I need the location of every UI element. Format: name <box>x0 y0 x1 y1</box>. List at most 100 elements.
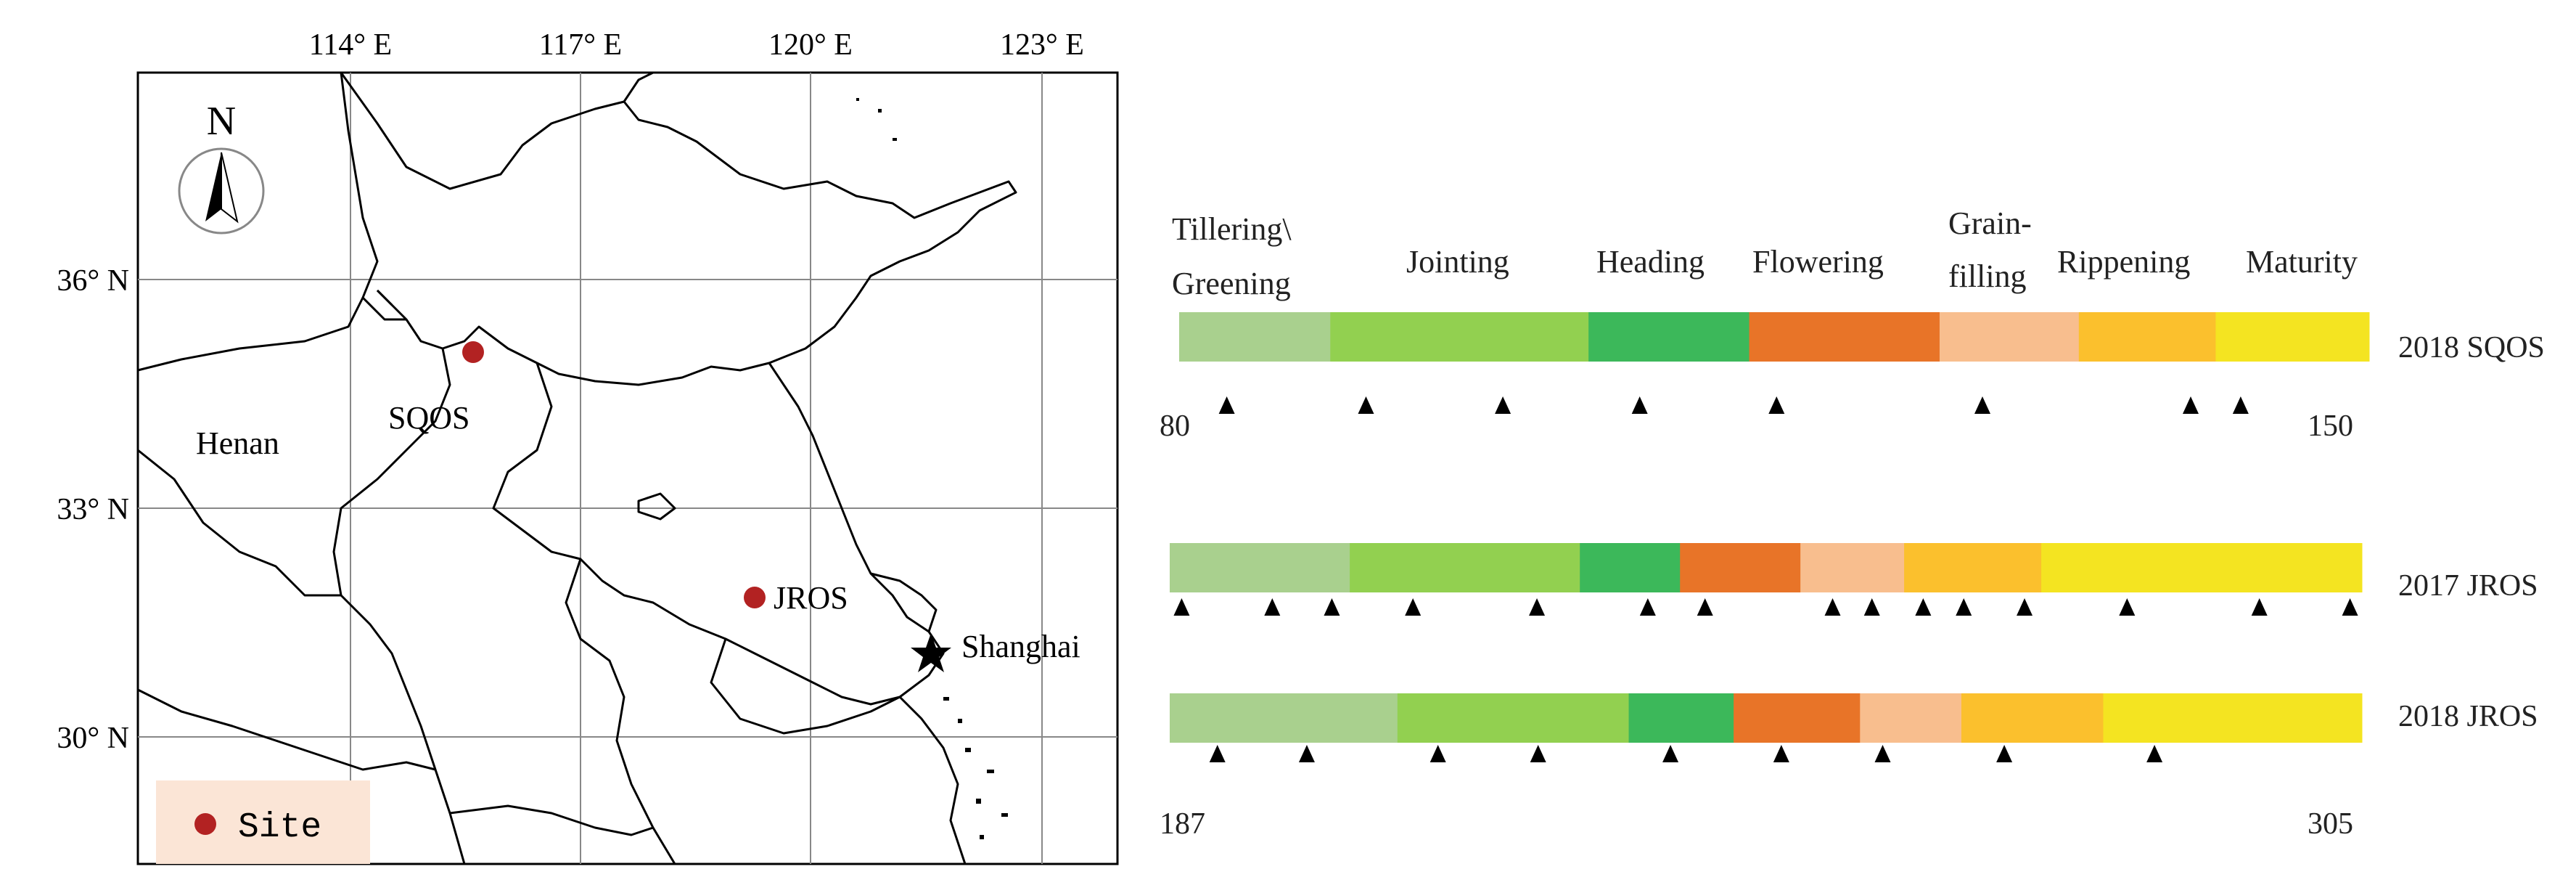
island <box>856 98 859 101</box>
observation-marker <box>1974 396 1990 414</box>
observation-marker <box>2119 598 2136 616</box>
stage-segment <box>1588 312 1750 362</box>
stage-label-maturity: Maturity <box>2246 244 2358 280</box>
island <box>965 748 971 752</box>
map-legend: Site <box>156 780 370 864</box>
island <box>893 138 897 141</box>
stage-label-grain: Grain- <box>1948 205 2032 241</box>
north-arrow-icon <box>205 152 221 221</box>
site-sqos: SQOS <box>388 341 484 436</box>
observation-marker <box>1298 745 1315 762</box>
stage-segment <box>1628 693 1734 743</box>
islands <box>856 98 1008 839</box>
lon-label: 120° E <box>768 28 853 62</box>
latitude-labels: 36° N 33° N 30° N <box>57 264 129 755</box>
anhui-east <box>565 558 676 865</box>
observation-marker <box>1773 745 1789 762</box>
observation-marker <box>1529 598 1546 616</box>
lat-label: 30° N <box>57 722 129 755</box>
longitude-labels: 114° E 117° E 120° E 123° E <box>309 28 1084 62</box>
observation-marker <box>1264 598 1281 616</box>
jros-start-label: 187 <box>1160 807 1205 841</box>
stage-segment <box>1800 543 1905 592</box>
stage-segment <box>1170 693 1398 743</box>
site-label-jros: JROS <box>774 580 848 616</box>
lon-label: 117° E <box>539 28 622 62</box>
stage-segment <box>1350 543 1580 592</box>
stage-segment <box>1939 312 2080 362</box>
legend-site-marker <box>194 813 216 835</box>
hubei-south <box>137 688 436 771</box>
observation-marker <box>2251 598 2268 616</box>
island <box>980 835 984 839</box>
zhejiang-coast <box>898 696 967 865</box>
observation-marker <box>1863 598 1880 616</box>
stage-label-filling: filling <box>1948 258 2027 294</box>
island <box>958 719 962 723</box>
stage-label-flowering: Flowering <box>1752 244 1884 280</box>
observation-marker <box>1173 598 1190 616</box>
lat-label: 33° N <box>57 493 129 526</box>
observation-marker <box>1429 745 1446 762</box>
observation-marker <box>2017 598 2033 616</box>
observation-marker <box>1631 396 1648 414</box>
yangtze-outline <box>870 572 938 632</box>
observation-marker <box>1915 598 1932 616</box>
observation-marker <box>2183 396 2199 414</box>
jiangsu-boundary <box>492 362 945 706</box>
map-graticule <box>138 73 1117 864</box>
island <box>1001 813 1008 817</box>
island <box>976 799 981 804</box>
jiangxi-boundary <box>449 804 654 836</box>
stage-label-greening: Greening <box>1172 266 1291 301</box>
coast-north <box>623 71 654 102</box>
zhejiang-boundary <box>710 638 901 735</box>
north-arrow: N <box>178 99 265 235</box>
island <box>943 697 949 701</box>
observation-marker <box>1530 745 1546 762</box>
stage-segment <box>2103 693 2363 743</box>
phenology-bars <box>1170 312 2370 762</box>
lon-label: 114° E <box>309 28 392 62</box>
stage-segment <box>2041 543 2363 592</box>
legend-box <box>156 780 370 864</box>
observation-marker <box>1324 598 1340 616</box>
stage-segment <box>1860 693 1962 743</box>
island <box>987 770 994 773</box>
observation-marker <box>1996 745 2013 762</box>
north-arrow-half <box>221 152 239 224</box>
site-jros: JROS <box>744 580 848 616</box>
observation-marker <box>1824 598 1841 616</box>
map-panel: 114° E 117° E 120° E 123° E 36° N 33° N … <box>57 28 1119 865</box>
row-labels: 2018 SQOS 2017 JROS 2018 JROS <box>2398 331 2545 733</box>
hubei-boundary <box>137 449 341 597</box>
stage-segment <box>1749 312 1940 362</box>
observation-marker <box>1662 745 1679 762</box>
stage-labels: Tillering\ Greening Jointing Heading Flo… <box>1172 205 2358 301</box>
stage-segment <box>2078 312 2216 362</box>
row-label: 2018 SQOS <box>2398 331 2545 364</box>
north-label: N <box>207 99 236 144</box>
row-label: 2017 JROS <box>2398 569 2538 603</box>
observation-marker <box>1768 396 1785 414</box>
stage-label-jointing: Jointing <box>1406 244 1509 280</box>
city-label-shanghai: Shanghai <box>961 629 1080 664</box>
axis-range-labels: 80 150 187 305 <box>1160 409 2353 841</box>
observation-marker <box>1218 396 1235 414</box>
site-marker-sqos <box>462 341 484 363</box>
observation-marker <box>2232 396 2249 414</box>
observation-marker <box>1495 396 1511 414</box>
sqos-end-label: 150 <box>2308 409 2353 443</box>
phenology-panel: Tillering\ Greening Jointing Heading Flo… <box>1160 205 2545 841</box>
stage-segment <box>2215 312 2370 362</box>
site-label-sqos: SQOS <box>388 400 470 436</box>
stage-segment <box>1904 543 2042 592</box>
observation-marker <box>1358 396 1374 414</box>
observation-marker <box>1697 598 1713 616</box>
stage-segment <box>1734 693 1861 743</box>
sqos-start-label: 80 <box>1160 409 1190 443</box>
jros-end-label: 305 <box>2308 807 2353 841</box>
observation-marker <box>2146 745 2163 762</box>
observation-marker <box>1639 598 1656 616</box>
henan-inner <box>361 289 406 321</box>
